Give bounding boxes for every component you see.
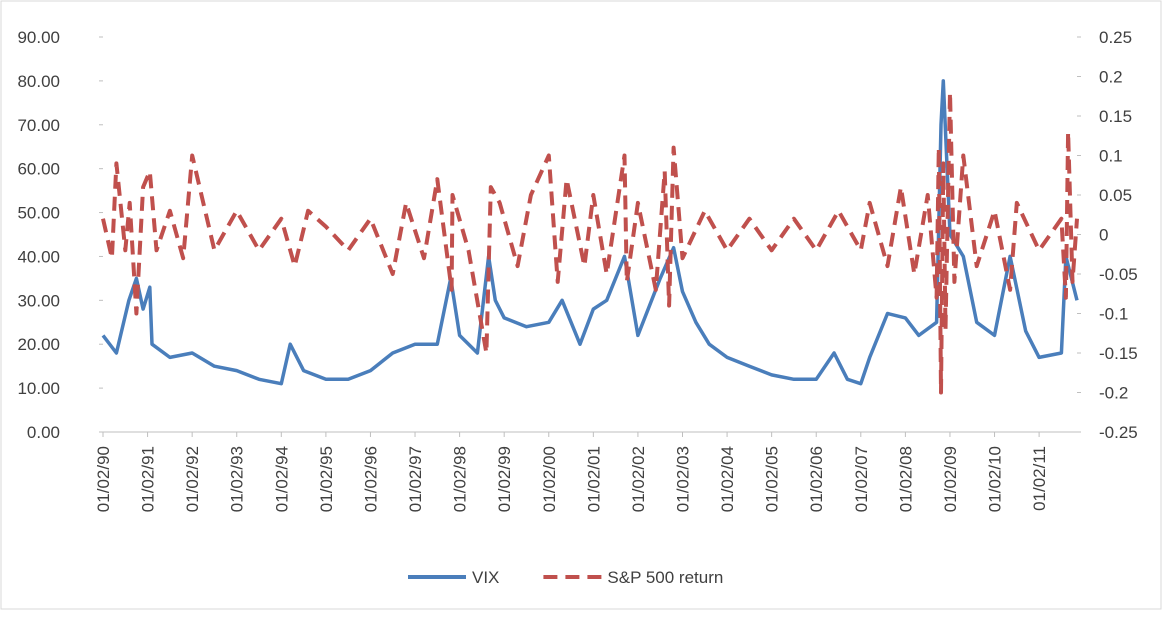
y2-tick-label: -0.25 (1099, 423, 1138, 442)
x-tick-label: 01/02/05 (763, 446, 782, 512)
y-tick-label: 90.00 (17, 28, 60, 47)
y2-tick-label: 0.1 (1099, 147, 1123, 166)
y-tick-label: 0.00 (27, 423, 60, 442)
y2-tick-label: -0.15 (1099, 344, 1138, 363)
x-tick-label: 01/02/03 (673, 446, 692, 512)
y-tick-label: 50.00 (17, 204, 60, 223)
x-tick-label: 01/02/97 (406, 446, 425, 512)
x-tick-label: 01/02/90 (94, 446, 113, 512)
x-tick-label: 01/02/02 (629, 446, 648, 512)
y2-tick-label: 0.25 (1099, 28, 1132, 47)
y-tick-label: 30.00 (17, 291, 60, 310)
y2-tick-label: 0.05 (1099, 186, 1132, 205)
x-tick-label: 01/02/09 (941, 446, 960, 512)
y2-tick-label: 0.15 (1099, 107, 1132, 126)
x-tick-label: 01/02/92 (183, 446, 202, 512)
y-tick-label: 60.00 (17, 160, 60, 179)
y2-tick-label: -0.05 (1099, 265, 1138, 284)
y-tick-label: 80.00 (17, 72, 60, 91)
x-tick-label: 01/02/08 (896, 446, 915, 512)
x-tick-label: 01/02/06 (807, 446, 826, 512)
x-tick-label: 01/02/10 (986, 446, 1005, 512)
y2-tick-label: 0.2 (1099, 68, 1123, 87)
legend-label: S&P 500 return (607, 568, 723, 587)
x-tick-label: 01/02/04 (718, 446, 737, 512)
x-tick-label: 01/02/00 (540, 446, 559, 512)
x-tick-label: 01/02/98 (451, 446, 470, 512)
y-tick-label: 40.00 (17, 247, 60, 266)
x-tick-label: 01/02/94 (272, 446, 291, 512)
x-tick-label: 01/02/93 (228, 446, 247, 512)
legend-label: VIX (472, 568, 499, 587)
x-tick-label: 01/02/07 (852, 446, 871, 512)
series-line (101, 79, 1079, 386)
y2-tick-label: -0.1 (1099, 305, 1128, 324)
y-tick-label: 70.00 (17, 116, 60, 135)
y-tick-label: 10.00 (17, 379, 60, 398)
y2-tick-label: 0 (1099, 226, 1108, 245)
x-tick-label: 01/02/95 (317, 446, 336, 512)
x-tick-label: 01/02/96 (361, 446, 380, 512)
y2-tick-label: -0.2 (1099, 384, 1128, 403)
x-tick-label: 01/02/91 (139, 446, 158, 512)
x-tick-label: 01/02/99 (495, 446, 514, 512)
y-tick-label: 20.00 (17, 335, 60, 354)
x-tick-label: 01/02/01 (584, 446, 603, 512)
x-tick-label: 01/02/11 (1030, 446, 1049, 511)
series-line (101, 90, 1079, 395)
